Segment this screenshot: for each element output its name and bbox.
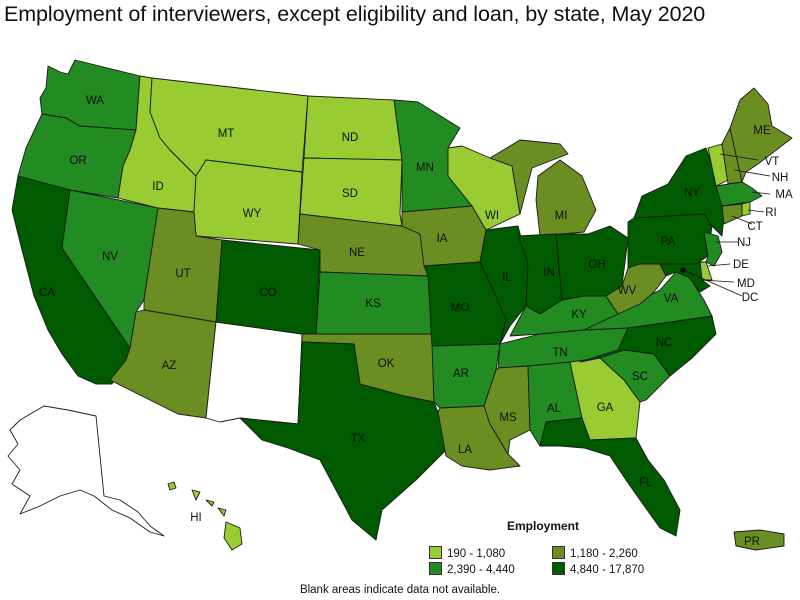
label-ID: ID	[152, 181, 164, 193]
legend-label-3: 2,390 - 4,440	[447, 564, 515, 576]
label-UT: UT	[175, 268, 190, 280]
label-AR: AR	[453, 368, 469, 380]
label-RI: RI	[765, 207, 777, 219]
label-MD: MD	[737, 278, 755, 290]
state-NC[interactable]	[579, 315, 717, 377]
state-NJ[interactable]	[703, 231, 723, 267]
label-IL: IL	[502, 272, 512, 284]
label-WY: WY	[243, 208, 262, 220]
label-MS: MS	[499, 412, 517, 424]
label-GA: GA	[597, 402, 614, 414]
legend-swatch-2	[552, 546, 565, 559]
legend-swatch-3	[429, 562, 442, 575]
state-WY[interactable]	[193, 159, 303, 245]
label-WA: WA	[86, 95, 104, 107]
label-OH: OH	[588, 259, 605, 271]
label-MI: MI	[555, 210, 568, 222]
state-MI[interactable]	[489, 139, 569, 215]
label-WV: WV	[618, 285, 637, 297]
leader-lines	[682, 153, 771, 297]
legend-swatch-1	[429, 546, 442, 559]
label-DC: DC	[742, 292, 759, 304]
state-RI[interactable]	[741, 201, 751, 217]
state-MIlp[interactable]	[535, 159, 597, 237]
label-NH: NH	[772, 172, 789, 184]
legend-title: Employment	[506, 519, 579, 533]
legend-label-1: 190 - 1,080	[447, 548, 506, 560]
label-MN: MN	[416, 162, 434, 174]
label-OR: OR	[69, 155, 86, 167]
state-labels: WA OR CA NV ID MT WY UT AZ CO ND SD NE K…	[39, 95, 793, 548]
territory-PR[interactable]	[733, 529, 785, 551]
label-PA: PA	[661, 236, 676, 248]
label-SC: SC	[632, 371, 648, 383]
label-KY: KY	[571, 309, 587, 321]
state-FL[interactable]	[539, 417, 681, 537]
label-NV: NV	[102, 251, 118, 263]
label-MA: MA	[775, 189, 793, 201]
legend-label-2: 1,180 - 2,260	[570, 548, 638, 560]
legend-item-3: 2,390 - 4,440	[429, 562, 515, 576]
blank-areas-note: Blank areas indicate data not available.	[299, 584, 501, 596]
label-CA: CA	[39, 287, 55, 299]
label-VT: VT	[765, 156, 780, 168]
legend-item-2: 1,180 - 2,260	[552, 546, 638, 560]
state-NM[interactable]	[205, 321, 303, 425]
label-WI: WI	[485, 210, 499, 222]
map-title: Employment of interviewers, except eligi…	[4, 2, 706, 26]
legend-label-4: 4,840 - 17,870	[570, 564, 645, 576]
state-MA[interactable]	[715, 181, 763, 207]
label-ND: ND	[342, 132, 359, 144]
label-SD: SD	[342, 188, 358, 200]
label-TX: TX	[351, 433, 366, 445]
state-CT[interactable]	[721, 203, 743, 225]
label-CO: CO	[259, 287, 276, 299]
label-VA: VA	[664, 293, 679, 305]
legend-item-1: 190 - 1,080	[429, 546, 505, 560]
state-HI[interactable]	[167, 481, 243, 551]
label-IN: IN	[543, 267, 555, 279]
label-LA: LA	[458, 444, 472, 456]
state-SD[interactable]	[299, 157, 403, 227]
label-PR: PR	[744, 536, 760, 548]
legend-item-4: 4,840 - 17,870	[552, 562, 644, 576]
state-AK[interactable]	[7, 405, 165, 537]
label-NE: NE	[349, 247, 365, 259]
label-CT: CT	[747, 221, 762, 233]
label-MT: MT	[218, 128, 235, 140]
label-TN: TN	[552, 347, 567, 359]
label-OK: OK	[378, 358, 395, 370]
state-ME[interactable]	[729, 87, 793, 183]
label-NC: NC	[656, 337, 673, 349]
label-AL: AL	[547, 403, 562, 415]
label-DE: DE	[733, 259, 749, 271]
label-MO: MO	[451, 302, 470, 314]
label-KS: KS	[365, 298, 381, 310]
label-FL: FL	[639, 477, 653, 489]
label-IA: IA	[437, 233, 448, 245]
label-AZ: AZ	[162, 360, 177, 372]
label-NY: NY	[684, 187, 700, 199]
state-MD[interactable]	[659, 261, 711, 293]
label-HI: HI	[190, 512, 202, 524]
label-ME: ME	[753, 125, 771, 137]
state-ND[interactable]	[303, 95, 403, 161]
label-NJ: NJ	[737, 237, 751, 249]
state-TX[interactable]	[239, 341, 447, 541]
legend-swatch-4	[552, 562, 565, 575]
